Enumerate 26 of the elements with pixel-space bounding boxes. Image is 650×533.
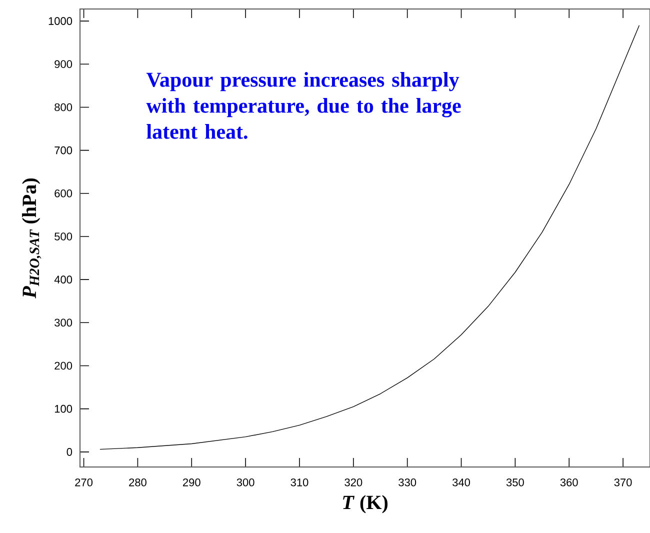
x-tick-label: 300: [236, 478, 254, 486]
y-tick-label: 700: [54, 146, 72, 154]
x-tick-label: 290: [183, 478, 200, 486]
y-tick-label: 500: [54, 232, 72, 240]
x-axis-title: T (K): [343, 495, 388, 514]
y-tick-label: 0: [66, 448, 72, 456]
x-tick-label: 350: [506, 478, 524, 486]
x-tick-label: 330: [398, 478, 416, 486]
y-tick-label: 900: [54, 60, 72, 68]
x-tick-label: 310: [290, 478, 308, 486]
y-tick-label: 1000: [48, 17, 72, 25]
y-tick-label: 600: [54, 190, 72, 198]
y-tick-label: 200: [54, 362, 72, 370]
text: P$_{H2O,SAT}$ (hPa): [22, 178, 42, 298]
annotation: Vapour pressure increases sharply with temperature, due to the large latent heat.: [146, 72, 461, 139]
x-tick-label: 340: [452, 478, 470, 486]
x-tick-label: 370: [614, 478, 632, 486]
line-series: [100, 25, 640, 450]
x-tick-label: 320: [344, 478, 362, 486]
x-tick-label: 280: [129, 478, 146, 486]
y-tick-label: 400: [54, 276, 72, 284]
y-tick-label: 300: [54, 318, 72, 327]
x-tick-label: 360: [560, 478, 578, 486]
x-tick-label: 270: [75, 478, 93, 486]
y-tick-label: 800: [54, 103, 72, 112]
y-tick-label: 100: [54, 404, 72, 413]
